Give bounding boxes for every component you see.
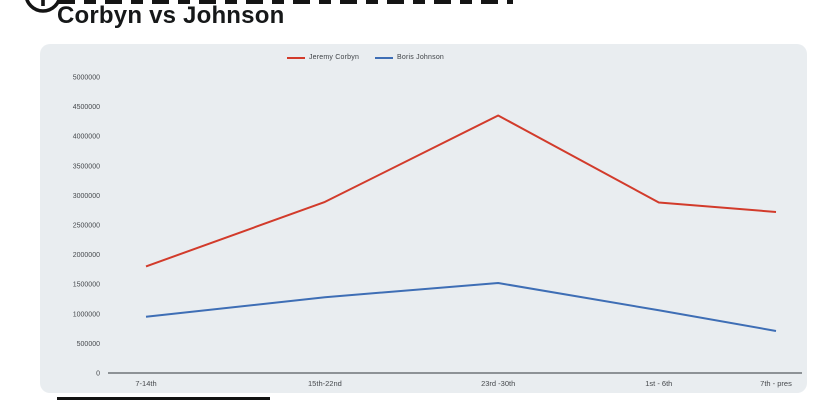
circled-mark-icon — [0, 0, 70, 17]
legend-item-jeremy-corbyn[interactable]: Jeremy Corbyn — [286, 54, 360, 61]
line-chart: 0 500000 1000000 1500000 2000000 2500000 30000… — [73, 75, 802, 388]
series-line-jeremy-corbyn — [145, 114, 777, 268]
y-axis-tick-label: 4500000 — [73, 104, 100, 111]
series-line-boris-johnson — [145, 282, 777, 332]
y-axis-tick-label: 3500000 — [73, 163, 100, 170]
y-axis-tick-label: 1000000 — [73, 311, 100, 318]
legend-label: Jeremy Corbyn — [308, 54, 360, 61]
cropped-next-section-bar — [57, 397, 270, 400]
y-axis-tick-label: 0 — [96, 371, 100, 378]
legend-item-boris-johnson[interactable]: Boris Johnson — [375, 54, 444, 61]
circled-mark-icon-svg — [25, 0, 61, 13]
x-axis-category-label: 15th-22nd — [308, 379, 342, 388]
y-axis-tick-label: 3000000 — [73, 193, 100, 200]
legend-label: Boris Johnson — [397, 54, 445, 61]
y-axis-tick-label: 2000000 — [73, 252, 100, 259]
y-axis-tick-label: 1500000 — [73, 282, 100, 289]
x-axis-category-label: 7th - pres — [760, 379, 792, 388]
chart-legend: Jeremy Corbyn Boris Johnson — [0, 54, 749, 61]
y-axis-tick-label: 500000 — [77, 341, 100, 348]
x-axis-category-label: 7-14th — [135, 379, 156, 388]
cropped-title-top-line — [58, 0, 513, 4]
x-axis-category-label: 1st - 6th — [645, 379, 672, 388]
x-axis-category-label: 23rd -30th — [481, 379, 515, 388]
y-axis-tick-label: 4000000 — [73, 134, 100, 141]
page-title: Corbyn vs Johnson — [57, 2, 285, 29]
y-axis-tick-label: 5000000 — [73, 75, 100, 82]
legend-line-swatch — [375, 56, 394, 59]
y-axis-tick-label: 2500000 — [73, 223, 100, 230]
legend-line-swatch — [286, 56, 305, 59]
chart-panel: Jeremy Corbyn Boris Johnson 0 500000 100000… — [40, 44, 807, 393]
